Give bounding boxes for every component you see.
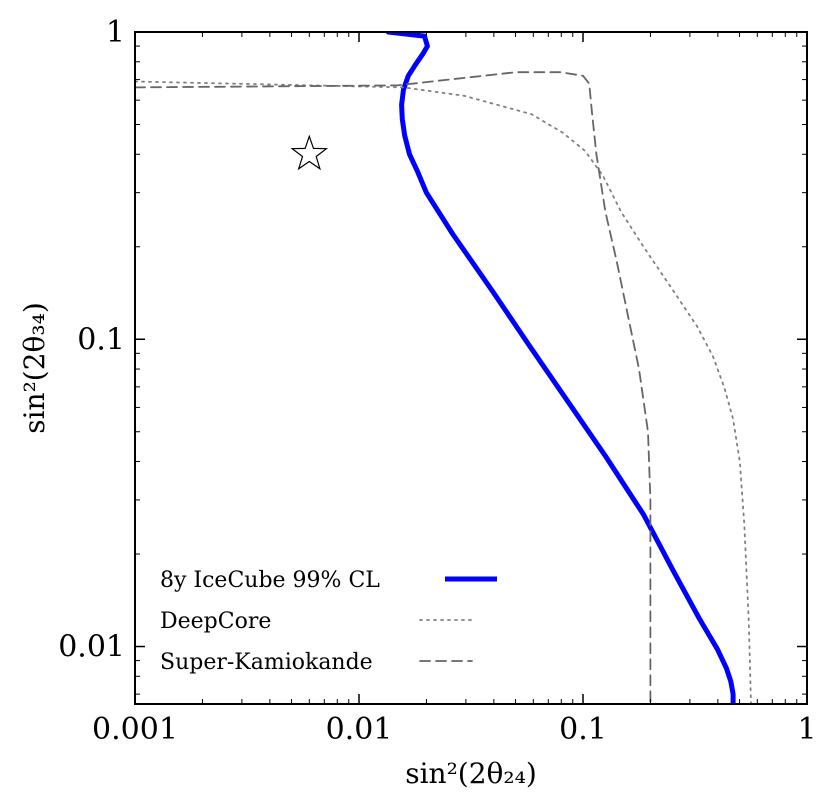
x-tick-label: 0.001 bbox=[92, 712, 178, 747]
series-line-8y-icecube-99-cl bbox=[385, 32, 736, 704]
x-axis-title: sin²(2θ₂₄) bbox=[405, 757, 537, 790]
series-layer bbox=[135, 32, 752, 704]
y-tick-label: 0.01 bbox=[58, 630, 125, 665]
y-tick-label: 0.1 bbox=[77, 322, 125, 357]
legend-label: 8y IceCube 99% CL bbox=[160, 568, 380, 593]
legend-label: DeepCore bbox=[160, 609, 271, 634]
legend-label: Super-Kamiokande bbox=[160, 650, 373, 675]
y-axis-title: sin²(2θ₃₄) bbox=[18, 302, 51, 434]
best-fit-star-marker bbox=[290, 134, 329, 171]
marker-layer bbox=[290, 134, 329, 171]
legend: 8y IceCube 99% CL DeepCore Super-Kamiokand… bbox=[160, 568, 497, 675]
x-tick-label: 1 bbox=[797, 712, 816, 747]
series-line-super-kamiokande bbox=[135, 71, 652, 704]
plot-frame bbox=[134, 31, 808, 705]
x-tick-label: 0.01 bbox=[326, 712, 393, 747]
x-tick-label: 0.1 bbox=[559, 712, 607, 747]
series-line-deepcore bbox=[135, 80, 752, 704]
tick-layer: 0.001 0.01 0.1 1 0.01 0.1 1 bbox=[58, 15, 816, 747]
y-tick-label: 1 bbox=[106, 15, 125, 50]
